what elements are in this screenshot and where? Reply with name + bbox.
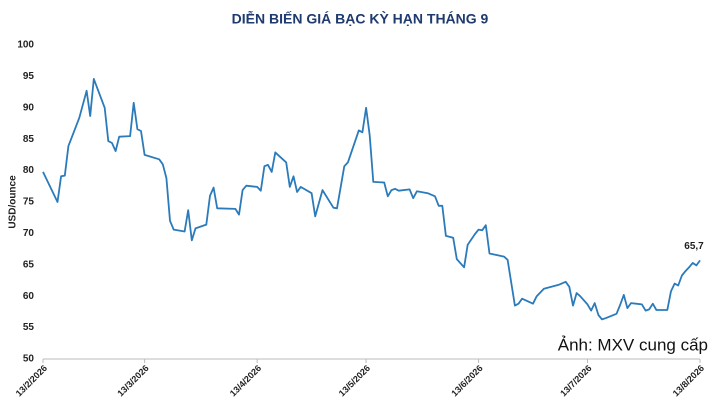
y-tick-label: 50 (23, 354, 35, 365)
x-tick-label: 13/7/2026 (558, 363, 593, 398)
x-tick-label: 13/2/2026 (14, 363, 49, 398)
y-axis-label: USD/ounce (8, 175, 19, 229)
x-tick-label: 13/4/2026 (228, 363, 263, 398)
y-tick-label: 85 (23, 134, 35, 145)
data-label: 65,7 (684, 241, 704, 252)
x-tick-label: 13/5/2026 (337, 363, 372, 398)
y-tick-label: 70 (23, 228, 35, 239)
y-tick-label: 90 (23, 102, 35, 113)
x-tick-label: 13/8/2026 (671, 363, 706, 398)
y-tick-label: 100 (17, 40, 34, 51)
y-tick-label: 65 (23, 259, 35, 270)
y-tick-label: 80 (23, 165, 35, 176)
x-tick-label: 13/3/2026 (115, 363, 150, 398)
y-tick-label: 95 (23, 71, 35, 82)
x-tick-label: 13/6/2026 (449, 363, 484, 398)
price-line (42, 78, 701, 321)
y-tick-label: 55 (23, 322, 35, 333)
y-tick-label: 60 (23, 291, 35, 302)
y-tick-label: 75 (23, 197, 35, 208)
chart-title: DIỄN BIẾN GIÁ BẠC KỲ HẠN THÁNG 9 (232, 10, 489, 27)
credit: Ảnh: MXV cung cấp (558, 335, 708, 354)
